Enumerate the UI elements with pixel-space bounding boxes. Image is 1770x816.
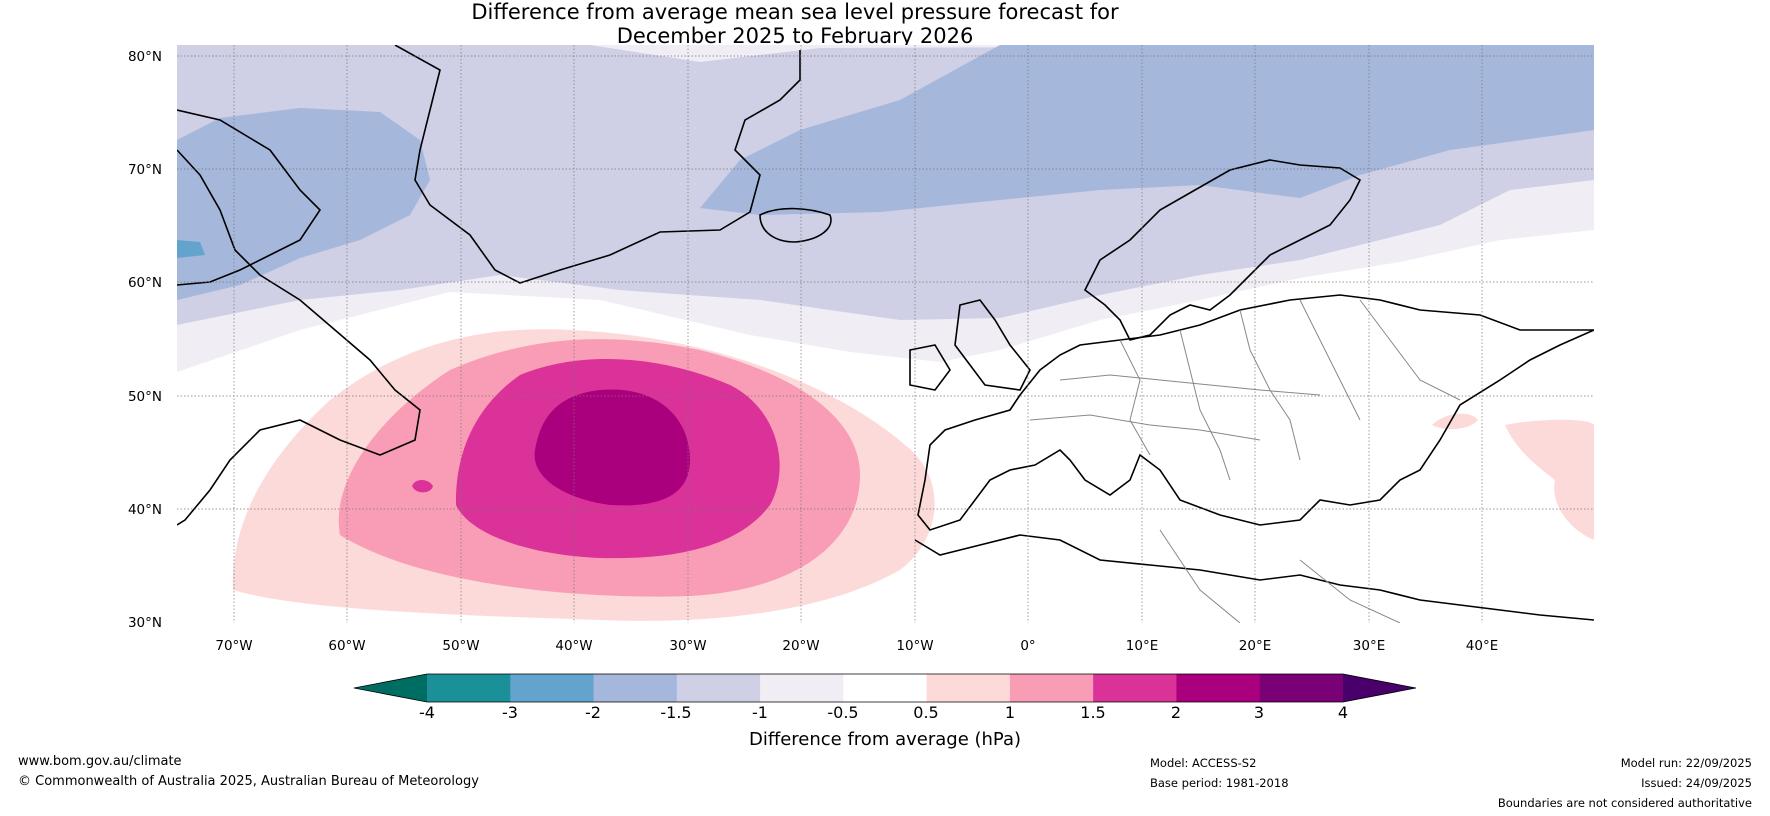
colorbar-outline — [353, 673, 1417, 703]
colorbar-segment — [760, 674, 844, 702]
iceland-coast — [759, 207, 832, 243]
colorbar-segment — [843, 674, 928, 702]
colorbar-extend-low — [354, 674, 427, 702]
lon-label: 30°E — [1353, 638, 1385, 654]
colorbar-segment — [1093, 674, 1177, 702]
lon-label: 0° — [1020, 638, 1035, 654]
latitude-labels: 80°N 70°N 60°N 50°N 40°N 30°N — [128, 49, 162, 631]
website-link[interactable]: www.bom.gov.au/climate — [18, 754, 182, 769]
lat-label: 30°N — [128, 615, 162, 631]
lat-label: 40°N — [128, 502, 162, 518]
footer-model-info: Model: ACCESS-S2 Base period: 1981-2018 — [1150, 753, 1289, 793]
model-run-date: Model run: 22/09/2025 — [1620, 756, 1752, 770]
greenland-coast — [394, 45, 801, 284]
title-line-1: Difference from average mean sea level p… — [471, 0, 1119, 24]
europe-coast — [917, 294, 1594, 531]
colorbar-tick-label: -1.5 — [660, 703, 691, 722]
colorbar-tick-label: -0.5 — [827, 703, 858, 722]
lon-label: 50°W — [442, 638, 479, 654]
issued-date: Issued: 24/09/2025 — [1641, 776, 1752, 790]
map-title: Difference from average mean sea level p… — [0, 0, 1590, 48]
band-minus-1.5-to-minus-2-north — [700, 45, 1594, 215]
colorbar-tick-label: -2 — [585, 703, 601, 722]
lon-label: 40°W — [555, 638, 592, 654]
colorbar-segment — [1176, 674, 1261, 702]
lon-label: 70°W — [215, 638, 252, 654]
colorbar-segment — [926, 674, 1011, 702]
lon-label: 60°W — [328, 638, 365, 654]
colorbar-tick-label: 1 — [1005, 703, 1015, 722]
colorbar-tick-label: -3 — [502, 703, 518, 722]
lon-label: 20°W — [782, 638, 819, 654]
uk-ireland-coast — [909, 299, 1031, 391]
labrador-coast — [177, 149, 421, 526]
colorbar-tick-label: -1 — [752, 703, 768, 722]
lon-label: 40°E — [1466, 638, 1498, 654]
longitude-labels: 70°W 60°W 50°W 40°W 30°W 20°W 10°W 0° 10… — [215, 638, 1498, 654]
map-plot-area — [177, 45, 1594, 623]
colorbar-segment — [1259, 674, 1344, 702]
colorbar-tick-labels: -4 -3 -2 -1.5 -1 -0.5 0.5 1 1.5 2 3 4 — [419, 703, 1348, 722]
base-period: Base period: 1981-2018 — [1150, 776, 1289, 790]
lat-label: 70°N — [128, 162, 162, 178]
colorbar — [353, 673, 1417, 703]
colorbar-tick-label: 1.5 — [1080, 703, 1105, 722]
colorbar-segment — [593, 674, 678, 702]
footer-left: www.bom.gov.au/climate © Commonwealth of… — [18, 752, 479, 792]
band-0.5-to-1-east-a — [1432, 413, 1478, 430]
band-0.5-to-1-east-b — [1505, 419, 1594, 540]
colorbar-segment — [1009, 674, 1094, 702]
lat-label: 50°N — [128, 389, 162, 405]
band-minus-1.5-to-minus-2-west — [177, 108, 430, 300]
band-1.5-to-2-islet — [412, 480, 433, 493]
boundaries-disclaimer: Boundaries are not considered authoritat… — [1497, 796, 1752, 810]
colorbar-tick-label: -4 — [419, 703, 435, 722]
title-line-2: December 2025 to February 2026 — [616, 24, 974, 48]
footer-run-info: Model run: 22/09/2025 Issued: 24/09/2025… — [1498, 753, 1752, 813]
colorbar-tick-label: 4 — [1338, 703, 1348, 722]
colorbar-label: Difference from average (hPa) — [749, 729, 1021, 750]
coastlines — [177, 45, 1594, 621]
colorbar-tick-label: 3 — [1254, 703, 1264, 722]
model-name: Model: ACCESS-S2 — [1150, 756, 1257, 770]
lon-label: 30°W — [669, 638, 706, 654]
lat-label: 60°N — [128, 275, 162, 291]
colorbar-segment — [510, 674, 595, 702]
lon-label: 20°E — [1239, 638, 1271, 654]
band-2-to-3 — [534, 389, 690, 506]
copyright-text: © Commonwealth of Australia 2025, Austra… — [18, 774, 479, 789]
band-minus-2-to-minus-3 — [177, 240, 205, 258]
lat-label: 80°N — [128, 49, 162, 65]
colorbar-tick-label: 2 — [1171, 703, 1181, 722]
colorbar-extend-high — [1342, 674, 1416, 702]
colorbar-tick-label: 0.5 — [913, 703, 938, 722]
colorbar-segment — [427, 674, 511, 702]
country-borders — [1029, 299, 1461, 623]
canada-arctic-coast — [177, 109, 322, 286]
lon-label: 10°W — [896, 638, 933, 654]
scandinavia-coast — [1083, 159, 1362, 341]
graticule — [177, 45, 1594, 623]
colorbar-segment — [676, 674, 761, 702]
lon-label: 10°E — [1126, 638, 1158, 654]
africa-coast — [914, 534, 1594, 621]
